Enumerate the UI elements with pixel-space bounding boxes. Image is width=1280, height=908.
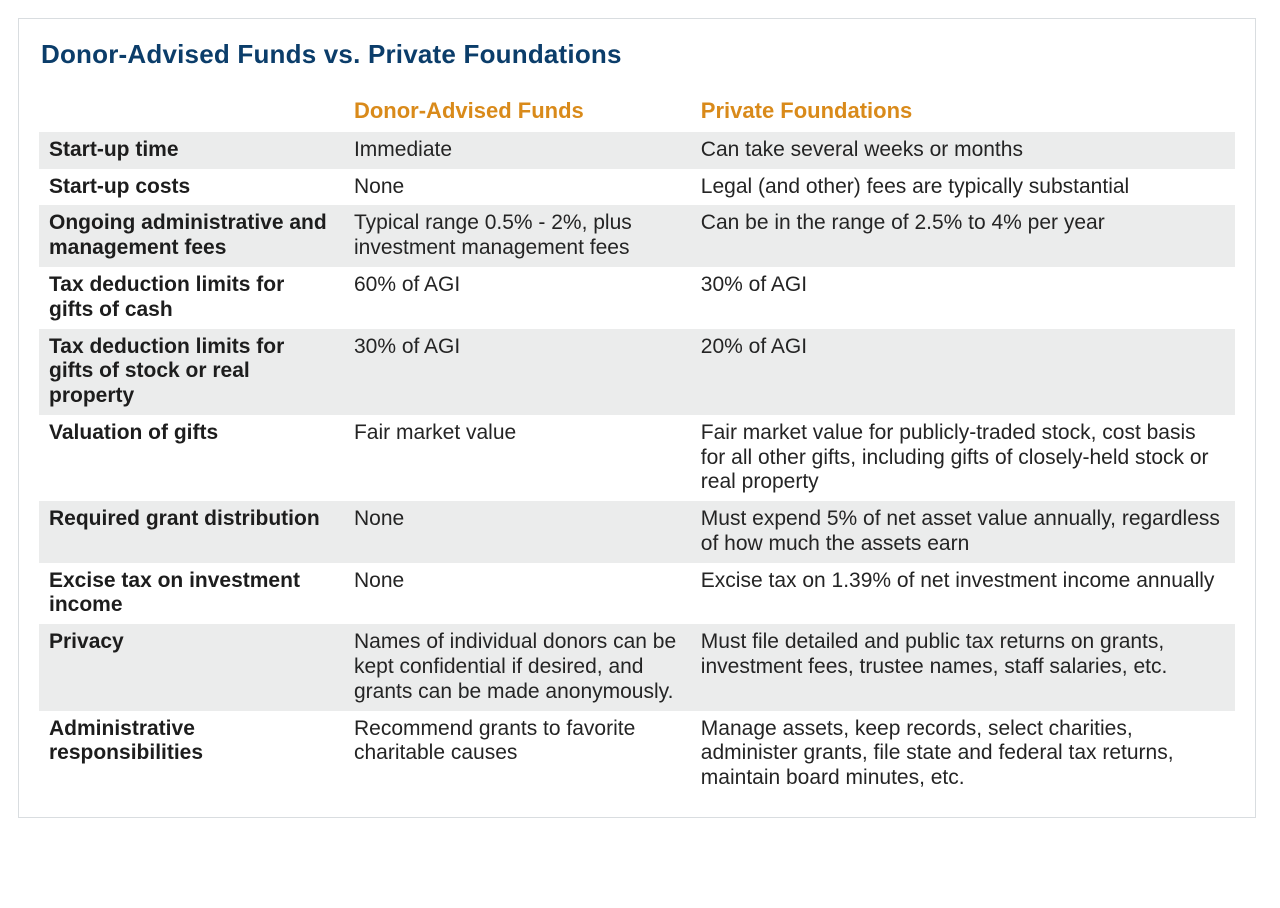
table-row: Tax deduction limits for gifts of stock … — [39, 329, 1235, 415]
cell-pf: Must file detailed and public tax return… — [691, 624, 1235, 710]
cell-daf: 30% of AGI — [344, 329, 691, 415]
cell-pf: Can take several weeks or months — [691, 132, 1235, 169]
cell-daf: Immediate — [344, 132, 691, 169]
cell-pf: Can be in the range of 2.5% to 4% per ye… — [691, 205, 1235, 267]
row-label: Privacy — [39, 624, 344, 710]
table-row: Valuation of giftsFair market valueFair … — [39, 415, 1235, 501]
cell-pf: Manage assets, keep records, select char… — [691, 711, 1235, 797]
cell-daf: None — [344, 501, 691, 563]
cell-pf: Excise tax on 1.39% of net investment in… — [691, 563, 1235, 625]
table-row: PrivacyNames of individual donors can be… — [39, 624, 1235, 710]
cell-pf: Fair market value for publicly-traded st… — [691, 415, 1235, 501]
cell-daf: None — [344, 169, 691, 206]
table-row: Ongoing administrative and management fe… — [39, 205, 1235, 267]
cell-daf: Fair market value — [344, 415, 691, 501]
table-row: Tax deduction limits for gifts of cash60… — [39, 267, 1235, 329]
cell-daf: Typical range 0.5% - 2%, plus investment… — [344, 205, 691, 267]
cell-pf: Must expend 5% of net asset value annual… — [691, 501, 1235, 563]
cell-pf: 20% of AGI — [691, 329, 1235, 415]
table-header-row: Donor-Advised Funds Private Foundations — [39, 92, 1235, 132]
comparison-table: Donor-Advised Funds Private Foundations … — [39, 92, 1235, 797]
cell-pf: 30% of AGI — [691, 267, 1235, 329]
column-header-daf: Donor-Advised Funds — [344, 92, 691, 132]
page: Donor-Advised Funds vs. Private Foundati… — [0, 0, 1280, 908]
row-label: Tax deduction limits for gifts of cash — [39, 267, 344, 329]
row-label: Ongoing administrative and management fe… — [39, 205, 344, 267]
row-label: Excise tax on investment income — [39, 563, 344, 625]
cell-daf: None — [344, 563, 691, 625]
row-label: Tax deduction limits for gifts of stock … — [39, 329, 344, 415]
cell-pf: Legal (and other) fees are typically sub… — [691, 169, 1235, 206]
column-header-pf: Private Foundations — [691, 92, 1235, 132]
table-body: Start-up timeImmediateCan take several w… — [39, 132, 1235, 797]
table-row: Start-up timeImmediateCan take several w… — [39, 132, 1235, 169]
row-label: Start-up time — [39, 132, 344, 169]
column-header-blank — [39, 92, 344, 132]
cell-daf: Recommend grants to favorite charitable … — [344, 711, 691, 797]
row-label: Required grant distribution — [39, 501, 344, 563]
page-title: Donor-Advised Funds vs. Private Foundati… — [41, 39, 1235, 70]
row-label: Valuation of gifts — [39, 415, 344, 501]
comparison-card: Donor-Advised Funds vs. Private Foundati… — [18, 18, 1256, 818]
cell-daf: 60% of AGI — [344, 267, 691, 329]
row-label: Start-up costs — [39, 169, 344, 206]
table-row: Excise tax on investment incomeNoneExcis… — [39, 563, 1235, 625]
table-row: Start-up costsNoneLegal (and other) fees… — [39, 169, 1235, 206]
row-label: Administrative responsibilities — [39, 711, 344, 797]
cell-daf: Names of individual donors can be kept c… — [344, 624, 691, 710]
table-row: Required grant distributionNoneMust expe… — [39, 501, 1235, 563]
table-row: Administrative responsibilitiesRecommend… — [39, 711, 1235, 797]
